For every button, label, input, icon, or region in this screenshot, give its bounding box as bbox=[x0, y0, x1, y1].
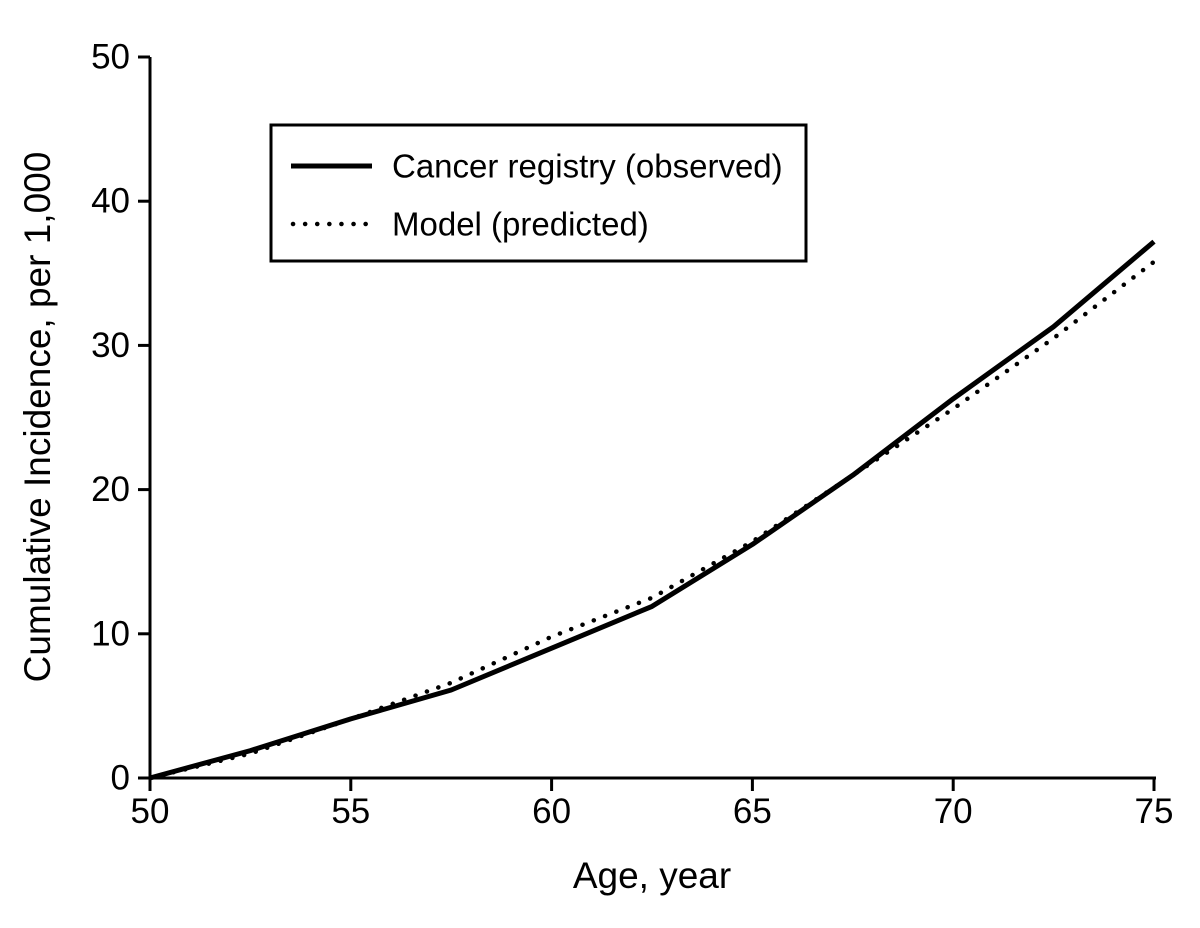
legend: Cancer registry (observed) Model (predic… bbox=[269, 123, 808, 263]
legend-label-observed: Cancer registry (observed) bbox=[392, 148, 783, 185]
series-line-observed bbox=[149, 239, 1156, 781]
y-tick-label: 10 bbox=[91, 614, 130, 653]
x-tick-label: 55 bbox=[331, 792, 370, 831]
x-axis-title: Age, year bbox=[573, 855, 731, 896]
x-tick-label: 70 bbox=[934, 792, 973, 831]
x-tick-label: 65 bbox=[733, 792, 772, 831]
x-tick-label: 75 bbox=[1135, 792, 1174, 831]
series-line-predicted bbox=[147, 259, 1157, 781]
y-tick-label: 20 bbox=[91, 470, 130, 509]
legend-label-predicted: Model (predicted) bbox=[392, 206, 649, 243]
y-tick-label: 0 bbox=[111, 759, 130, 798]
y-axis-title: Cumulative Incidence, per 1,000 bbox=[17, 152, 58, 683]
y-tick-label: 40 bbox=[91, 182, 130, 221]
y-tick-label: 30 bbox=[91, 326, 130, 365]
plot-layer: 0 10 20 30 40 50 50 55 60 65 70 75 bbox=[91, 38, 1173, 832]
x-tick-label: 60 bbox=[532, 792, 571, 831]
y-tick-label: 50 bbox=[91, 38, 130, 77]
legend-box bbox=[269, 123, 808, 263]
x-tick-label: 50 bbox=[131, 792, 170, 831]
